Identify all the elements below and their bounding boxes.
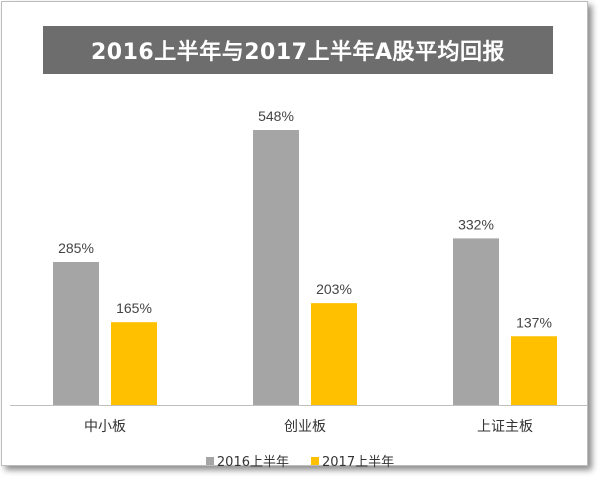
data-label-2-2: 203% — [316, 281, 352, 297]
x-tick-label-1: 中小板 — [84, 419, 126, 435]
data-label-2-1: 165% — [116, 300, 152, 316]
legend-swatch-series-1 — [205, 456, 214, 465]
data-label-1-1: 285% — [58, 240, 94, 256]
legend: 2016上半年 2017上半年 — [0, 451, 600, 470]
bar-2-3 — [511, 336, 557, 405]
legend-label-series-1: 2016上半年 — [216, 455, 289, 470]
bars-layer — [53, 130, 557, 405]
legend-item-series-2: 2017上半年 — [311, 451, 394, 470]
bar-1-1 — [53, 261, 99, 405]
x-tick-label-3: 上证主板 — [477, 419, 533, 435]
x-tick-label-2: 创业板 — [284, 419, 326, 435]
bar-1-2 — [253, 130, 299, 405]
bar-2-2 — [311, 303, 357, 405]
bar-1-3 — [453, 238, 499, 405]
data-label-1-3: 332% — [458, 216, 494, 232]
data-label-2-3: 137% — [516, 314, 552, 330]
legend-label-series-2: 2017上半年 — [322, 455, 395, 470]
legend-item-series-1: 2016上半年 — [205, 451, 289, 470]
legend-swatch-series-2 — [311, 456, 319, 465]
labels-layer: 285% 165% 中小板 548% 203% 创业板 332% 137% 上证主板 — [58, 108, 552, 435]
chart-title: 2016上半年与2017上半年A股平均回报 — [43, 26, 553, 74]
data-label-1-2: 548% — [258, 108, 294, 124]
bar-2-1 — [111, 322, 157, 405]
